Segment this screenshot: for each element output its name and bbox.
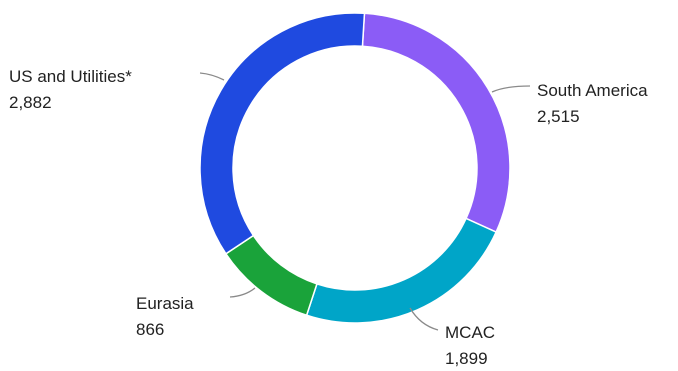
label-us-and-utilities-value: 2,882 (9, 93, 52, 112)
slice-south-america[interactable] (361, 12, 511, 234)
leader-lines-layer (199, 72, 531, 331)
leader-line-mcac (409, 307, 439, 331)
leader-line-us-and-utilities (199, 72, 225, 81)
slice-us-and-utilities[interactable] (199, 12, 366, 255)
label-south-america-value: 2,515 (537, 107, 580, 126)
label-eurasia-name: Eurasia (136, 294, 194, 313)
slice-mcac[interactable] (305, 217, 498, 324)
slice-eurasia[interactable] (224, 234, 318, 317)
label-south-america-name: South America (537, 81, 648, 100)
label-mcac-value: 1,899 (445, 349, 488, 368)
label-eurasia-value: 866 (136, 320, 164, 339)
leader-line-south-america (491, 85, 531, 93)
slices-layer (199, 12, 511, 324)
labels-layer: South America 2,515 MCAC 1,899 Eurasia 8… (9, 67, 648, 368)
label-mcac-name: MCAC (445, 323, 495, 342)
label-us-and-utilities-name: US and Utilities* (9, 67, 132, 86)
leader-line-eurasia (229, 287, 256, 298)
